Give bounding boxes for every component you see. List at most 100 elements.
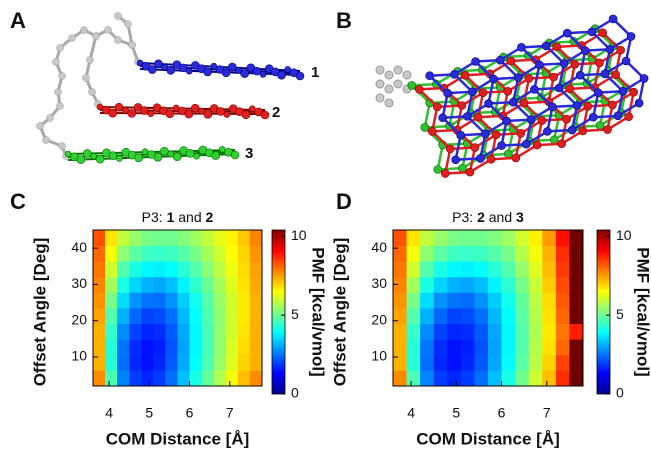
- atom: [535, 61, 543, 69]
- heatmap-cell: [529, 324, 543, 340]
- heatmap-cell: [474, 261, 488, 277]
- heatmap-cell: [165, 308, 177, 324]
- atom: [115, 103, 123, 111]
- heatmap-cell: [153, 261, 165, 277]
- heatmap-cell: [93, 230, 105, 246]
- atom: [59, 73, 66, 80]
- heatmap-cell: [202, 355, 214, 371]
- atom: [594, 89, 602, 97]
- atom: [617, 46, 625, 54]
- heatmap-cell: [250, 308, 262, 324]
- heatmap-cell: [447, 230, 461, 246]
- heatmap-cell: [202, 308, 214, 324]
- atom: [517, 129, 525, 137]
- atom: [434, 165, 442, 173]
- atom: [385, 85, 393, 93]
- heatmap-cell: [420, 370, 434, 386]
- heatmap: [93, 230, 262, 386]
- atom: [83, 75, 90, 82]
- atom: [93, 33, 100, 40]
- atom: [433, 103, 441, 111]
- heatmap-cell: [529, 246, 543, 262]
- heatmap-cell: [515, 370, 529, 386]
- atom: [57, 45, 64, 52]
- y-tick-label: 40: [71, 239, 87, 255]
- heatmap-cell: [420, 246, 434, 262]
- heatmap-cell: [238, 308, 250, 324]
- atom: [625, 113, 633, 121]
- heatmap-cell: [407, 277, 421, 293]
- heatmap-cell: [226, 261, 238, 277]
- atom: [403, 71, 411, 79]
- atom: [525, 74, 533, 82]
- heatmap-cell: [105, 324, 117, 340]
- atom: [568, 126, 576, 134]
- heatmap-cell: [141, 324, 153, 340]
- atom: [122, 107, 128, 113]
- panel-label: B: [336, 8, 352, 33]
- atom: [463, 112, 471, 120]
- atom: [186, 68, 192, 74]
- atom: [596, 122, 604, 130]
- heatmap-cell: [569, 324, 583, 340]
- atom: [109, 152, 117, 160]
- atom: [193, 153, 199, 159]
- heatmap-cell: [529, 370, 543, 386]
- atom: [485, 100, 493, 108]
- heatmap-cell: [569, 230, 583, 246]
- heatmap-cell: [447, 308, 461, 324]
- heatmap-cell: [153, 308, 165, 324]
- atom: [496, 56, 504, 64]
- heatmap-cell: [226, 246, 238, 262]
- heatmap-cell: [190, 308, 202, 324]
- atom: [522, 140, 530, 148]
- atom: [630, 88, 638, 96]
- heatmap-cell: [542, 292, 556, 308]
- heatmap-cell: [141, 355, 153, 371]
- heatmap-cell: [515, 246, 529, 262]
- heatmap-cell: [407, 355, 421, 371]
- heatmap-cell: [461, 339, 475, 355]
- molecule-stack-view: [37, 13, 305, 164]
- atom: [69, 35, 76, 42]
- atom: [481, 130, 489, 138]
- atom: [89, 89, 96, 96]
- atom: [219, 146, 225, 152]
- molecule-label: 3: [245, 145, 253, 162]
- heatmap-cell: [461, 308, 475, 324]
- atom: [542, 42, 550, 50]
- heatmap-cell: [461, 261, 475, 277]
- heatmap-cell: [542, 339, 556, 355]
- atom: [601, 70, 609, 78]
- atom: [260, 71, 266, 77]
- heatmap-cell: [214, 355, 226, 371]
- y-tick-label: 10: [71, 348, 87, 364]
- heatmap-cell: [178, 246, 190, 262]
- heatmap-cell: [93, 261, 105, 277]
- atom: [520, 99, 528, 107]
- atom: [507, 57, 515, 65]
- heatmap-cell: [434, 230, 448, 246]
- atom: [115, 37, 122, 44]
- heatmap-cell: [105, 292, 117, 308]
- atom: [116, 155, 122, 161]
- atom: [83, 149, 91, 157]
- heatmap-cell: [93, 339, 105, 355]
- heatmap-cell: [250, 355, 262, 371]
- atom: [154, 60, 162, 68]
- x-tick-label: 5: [452, 405, 460, 421]
- heatmap-cell: [556, 324, 570, 340]
- heatmap-cell: [129, 324, 141, 340]
- atom: [503, 117, 511, 125]
- x-tick-label: 7: [543, 405, 551, 421]
- colorbar-tick-label: 0: [616, 385, 624, 401]
- heatmap-cell: [153, 277, 165, 293]
- atom: [558, 140, 566, 148]
- heatmap-cell: [515, 355, 529, 371]
- heatmap-cell: [238, 246, 250, 262]
- atom: [527, 116, 535, 124]
- atom: [614, 112, 622, 120]
- heatmap-cell: [117, 339, 129, 355]
- heatmap-cell: [202, 292, 214, 308]
- atom: [635, 99, 643, 107]
